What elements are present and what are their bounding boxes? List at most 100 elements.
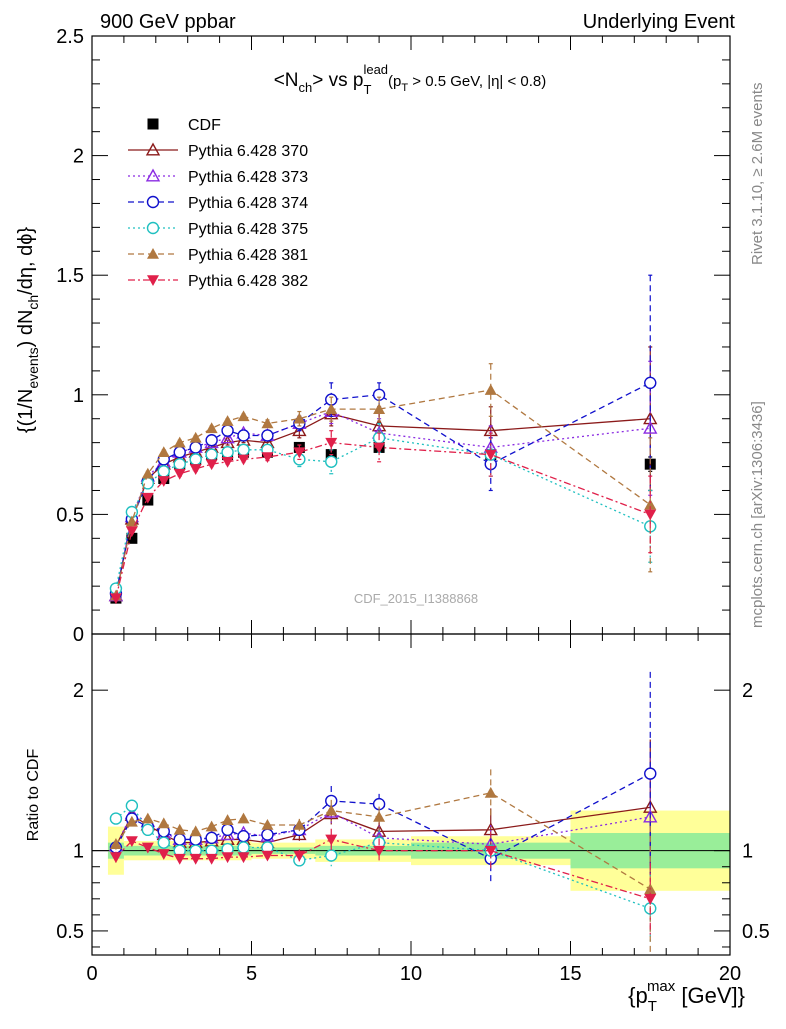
main-series-4-point: [205, 448, 218, 461]
main-series-2-line: [115, 410, 651, 596]
ratio-panel: 0 5 10 15 200.5 0.51 12 2: [56, 36, 770, 985]
legend-swatch-marker: [145, 168, 161, 182]
legend-label: CDF: [188, 117, 221, 134]
main-series-6-point: [205, 459, 218, 471]
main-series-4-point: [157, 465, 170, 478]
ratio-series-4-point: [261, 818, 274, 830]
ratio-series-3-point: [141, 823, 155, 837]
legend-label: Pythia 6.428 382: [188, 273, 308, 290]
main-series-4-point: [237, 443, 250, 457]
main-series-5-point: [173, 436, 186, 448]
ratio-series-4-point: [293, 818, 306, 830]
ratio-y-tick-label: 2: [73, 680, 84, 702]
legend-swatch-marker: [146, 221, 160, 235]
ratio-series-2-point: [261, 828, 274, 841]
main-series-6-point: [109, 593, 122, 605]
x-tick-label: 10: [400, 963, 422, 985]
ratio-series-4-point: [157, 817, 170, 829]
source-label: mcplots.cern.ch [arXiv:1306:3436]: [749, 401, 766, 628]
watermark: CDF_2015_I1388868: [354, 591, 478, 606]
main-series-6-point: [484, 449, 497, 461]
legend-swatch-marker: [147, 248, 159, 259]
main-series-5-point: [157, 446, 170, 458]
main-series-2-point: [643, 420, 658, 434]
main-series-5-point: [141, 467, 154, 479]
ratio-series-5-point: [261, 850, 274, 862]
ratio-series-3-point: [237, 841, 250, 854]
legend-item-5: Pythia 6.428 381: [128, 247, 308, 264]
x-tick-label: 15: [559, 963, 581, 985]
legend-item-0: CDF: [147, 117, 221, 134]
main-series-6-point: [325, 437, 338, 449]
x-tick-label: 5: [246, 963, 257, 985]
main-series-3-point: [237, 429, 250, 442]
ratio-series-4-point: [237, 812, 250, 824]
main-series-5-point: [325, 403, 338, 414]
main-series-6-point: [261, 452, 274, 463]
legend-item-6: Pythia 6.428 382: [128, 273, 308, 290]
main-series-1: [108, 346, 658, 602]
main-panel: 0 0.5 1 1.5 2 2.5: [56, 26, 731, 646]
ratio-series-2-point: [205, 831, 218, 845]
ratio-y-tick-label: 0.5: [56, 921, 84, 943]
ratio-series-5: [109, 828, 657, 935]
main-series-0-point: [126, 532, 138, 544]
legend: CDF Pythia 6.428 370 Pythia 6.428 373 Pythi…: [128, 117, 308, 290]
main-series-5-point: [484, 384, 497, 395]
main-series-4-point: [221, 446, 234, 459]
ratio-series-4-point: [125, 815, 138, 827]
main-series-6-point: [644, 509, 657, 521]
ratio-series-5-point: [293, 850, 306, 862]
ratio-y-tick-label-right: 0.5: [742, 921, 770, 943]
ratio-series-2-point: [221, 823, 234, 837]
main-series-6-point: [189, 464, 202, 475]
main-series-6-point: [237, 454, 250, 466]
main-series-6-point: [173, 468, 186, 480]
legend-label: Pythia 6.428 370: [188, 143, 308, 160]
ratio-y-tick-label: 1: [73, 841, 84, 863]
main-y-tick-label: 2.5: [56, 26, 84, 48]
legend-swatch-marker: [147, 118, 159, 130]
main-series-3-point: [173, 446, 186, 459]
header-left: 900 GeV ppbar: [100, 11, 236, 33]
ratio-series-5-point: [109, 852, 122, 864]
ratio-series-1-point: [643, 809, 658, 823]
main-series-5-point: [293, 412, 306, 424]
ratio-series-5-point: [157, 849, 170, 860]
ratio-series-2-point: [173, 833, 186, 846]
main-series-4-point: [173, 457, 186, 471]
ratio-series-4-point: [189, 825, 202, 837]
main-series-6-point: [373, 442, 386, 454]
main-series-5-line: [115, 389, 651, 596]
ratio-series-5-point: [325, 834, 338, 846]
main-series-6: [109, 430, 657, 605]
legend-swatch-marker: [146, 195, 160, 209]
legend-label: Pythia 6.428 375: [188, 221, 308, 238]
legend-swatch-marker: [147, 275, 159, 286]
ratio-series-4-point: [221, 814, 234, 825]
main-series-5-point: [644, 498, 657, 510]
main-series-5-point: [221, 415, 234, 426]
main-series-5: [109, 363, 657, 601]
ratio-series-5-point: [484, 845, 497, 857]
ratio-series-4-point: [173, 823, 186, 835]
ratio-series-3-point: [157, 836, 170, 849]
ratio-series-4-point: [325, 804, 338, 816]
main-series-5-point: [205, 422, 218, 434]
main-series-1-point: [292, 423, 307, 437]
main-series-6-point: [293, 447, 306, 459]
main-series-5-point: [189, 431, 202, 443]
rivet-label: Rivet 3.1.10, ≥ 2.6M events: [749, 83, 766, 266]
legend-swatch-marker: [145, 142, 161, 156]
ratio-series-4-point: [484, 786, 497, 798]
main-series-6-point: [221, 456, 234, 468]
main-y-tick-label: 2: [73, 146, 84, 168]
ratio-series-3-point: [125, 799, 139, 812]
main-series-6-point: [157, 476, 170, 487]
main-y-label: {(1/Nevents) dNch/dη, dϕ}: [15, 227, 41, 434]
main-series-5-point: [237, 410, 250, 422]
main-series-6-point: [141, 492, 154, 504]
ratio-series-4-point: [141, 812, 154, 824]
ratio-series-4-point: [109, 838, 122, 850]
